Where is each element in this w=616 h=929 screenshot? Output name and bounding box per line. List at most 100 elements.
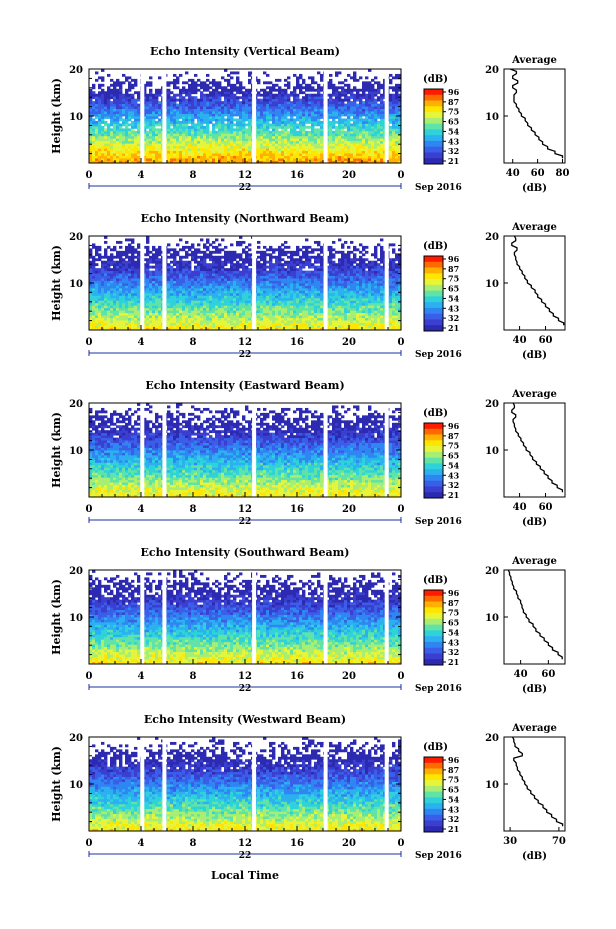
heatmap-cell: [275, 153, 279, 156]
heatmap-cell: [125, 118, 129, 122]
heatmap-cell: [344, 133, 348, 137]
heatmap-cell: [326, 118, 330, 122]
heatmap-cell: [266, 96, 270, 100]
heatmap-cell: [350, 118, 354, 122]
heatmap-cell: [227, 130, 231, 134]
heatmap-cell: [218, 108, 222, 112]
heatmap-cell: [293, 113, 297, 117]
heatmap-cell: [380, 125, 384, 129]
heatmap-cell: [167, 327, 171, 331]
heatmap-cell: [305, 307, 309, 311]
heatmap-cell: [368, 292, 372, 296]
y-axis-title: Height (km): [50, 78, 63, 154]
heatmap-cell: [185, 320, 189, 323]
heatmap-cell: [185, 295, 189, 299]
heatmap-cell: [230, 145, 234, 149]
heatmap-cell: [146, 135, 150, 139]
heatmap-cell: [221, 138, 225, 142]
heatmap-cell: [263, 302, 267, 306]
heatmap-cell: [293, 320, 297, 323]
heatmap-cell: [143, 315, 147, 319]
heatmap-cell: [353, 73, 357, 77]
heatmap-cell: [224, 138, 228, 142]
heatmap-cell: [392, 158, 396, 161]
heatmap-cell: [194, 138, 198, 142]
heatmap-cell: [179, 91, 183, 95]
heatmap-cell: [101, 300, 105, 304]
heatmap-cell: [152, 297, 156, 301]
heatmap-cell: [305, 106, 309, 109]
heatmap-cell: [311, 88, 315, 92]
heatmap-cell: [233, 103, 237, 107]
heatmap-cell: [224, 101, 228, 105]
heatmap-cell: [92, 125, 96, 129]
heatmap-cell: [245, 307, 249, 311]
heatmap-cell: [290, 108, 294, 112]
heatmap-cell: [242, 91, 246, 95]
heatmap-cell: [311, 128, 315, 132]
heatmap-cell: [362, 145, 366, 149]
heatmap-cell: [299, 322, 303, 326]
heatmap-cell: [206, 320, 210, 323]
heatmap-cell: [374, 325, 378, 328]
heatmap-cell: [170, 307, 174, 311]
heatmap-cell: [287, 125, 291, 129]
heatmap-cell: [143, 93, 147, 97]
heatmap-cell: [116, 108, 120, 112]
heatmap-cell: [248, 78, 252, 82]
heatmap-cell: [302, 101, 306, 105]
heatmap-cell: [311, 160, 315, 164]
heatmap-cell: [371, 302, 375, 306]
heatmap-cell: [143, 106, 147, 109]
heatmap-cell: [137, 116, 141, 119]
heatmap-cell: [224, 133, 228, 137]
heatmap-cell: [389, 158, 393, 161]
heatmap-cell: [149, 101, 153, 105]
heatmap-cell: [134, 158, 138, 161]
heatmap-cell: [296, 111, 300, 114]
heatmap-cell: [344, 111, 348, 114]
heatmap-cell: [185, 93, 189, 97]
heatmap-cell: [311, 76, 315, 80]
heatmap-cell: [119, 133, 123, 137]
heatmap-cell: [221, 130, 225, 134]
heatmap-cell: [362, 133, 366, 137]
heatmap-cell: [296, 325, 300, 328]
heatmap-cell: [377, 315, 381, 319]
heatmap-cell: [212, 116, 216, 119]
heatmap-cell: [143, 155, 147, 159]
colorbar-tick-label: 43: [448, 136, 460, 146]
heatmap-cell: [257, 106, 261, 109]
heatmap-cell: [236, 106, 240, 109]
heatmap-cell: [101, 155, 105, 159]
heatmap-cell: [236, 153, 240, 156]
heatmap-cell: [191, 153, 195, 156]
heatmap-cell: [344, 297, 348, 301]
heatmap-cell: [191, 300, 195, 304]
heatmap-cell: [218, 145, 222, 149]
heatmap-cell: [353, 140, 357, 144]
heatmap-cell: [107, 302, 111, 306]
heatmap-cell: [131, 312, 135, 316]
heatmap-cell: [380, 310, 384, 314]
heatmap-cell: [134, 98, 138, 102]
heatmap-cell: [185, 327, 189, 331]
heatmap-cell: [389, 101, 393, 105]
heatmap-cell: [272, 290, 276, 294]
heatmap-cell: [353, 292, 357, 296]
heatmap-cell: [317, 106, 321, 109]
heatmap-cell: [311, 320, 315, 323]
heatmap-cell: [194, 135, 198, 139]
heatmap-cell: [263, 113, 267, 117]
heatmap-cell: [260, 113, 264, 117]
heatmap-cell: [329, 101, 333, 105]
heatmap-cell: [209, 300, 213, 304]
heatmap-cell: [392, 290, 396, 294]
heatmap-cell: [224, 317, 228, 321]
heatmap-cell: [389, 148, 393, 152]
heatmap-cell: [326, 123, 330, 127]
heatmap-cell: [179, 73, 183, 77]
heatmap-cell: [335, 108, 339, 112]
heatmap-cell: [137, 120, 141, 124]
heatmap-cell: [299, 120, 303, 124]
